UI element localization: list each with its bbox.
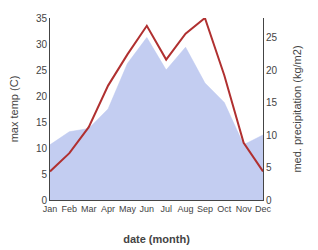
svg-text:25: 25 [36,65,48,76]
svg-text:10: 10 [266,130,278,141]
svg-text:date (month): date (month) [123,233,190,245]
svg-text:max temp (C): max temp (C) [8,76,20,143]
svg-text:5: 5 [41,169,47,180]
svg-text:Jun: Jun [140,204,155,214]
svg-text:Nov: Nov [236,204,253,214]
svg-text:15: 15 [266,97,278,108]
svg-text:30: 30 [36,39,48,50]
svg-text:Jul: Jul [160,204,172,214]
svg-text:Oct: Oct [217,204,232,214]
svg-text:May: May [119,204,137,214]
svg-text:35: 35 [36,13,48,24]
svg-text:0: 0 [41,195,47,206]
svg-text:Sep: Sep [197,204,213,214]
svg-text:25: 25 [266,32,278,43]
svg-text:0: 0 [266,195,272,206]
svg-text:Jan: Jan [43,204,58,214]
svg-text:Apr: Apr [101,204,115,214]
svg-text:20: 20 [36,91,48,102]
svg-text:med. precipitation (kg/m2): med. precipitation (kg/m2) [291,45,303,172]
svg-text:20: 20 [266,65,278,76]
svg-text:5: 5 [266,162,272,173]
svg-text:Aug: Aug [178,204,194,214]
svg-text:Dec: Dec [255,204,272,214]
svg-text:10: 10 [36,143,48,154]
svg-text:Feb: Feb [62,204,78,214]
svg-text:Mar: Mar [81,204,97,214]
svg-text:15: 15 [36,117,48,128]
